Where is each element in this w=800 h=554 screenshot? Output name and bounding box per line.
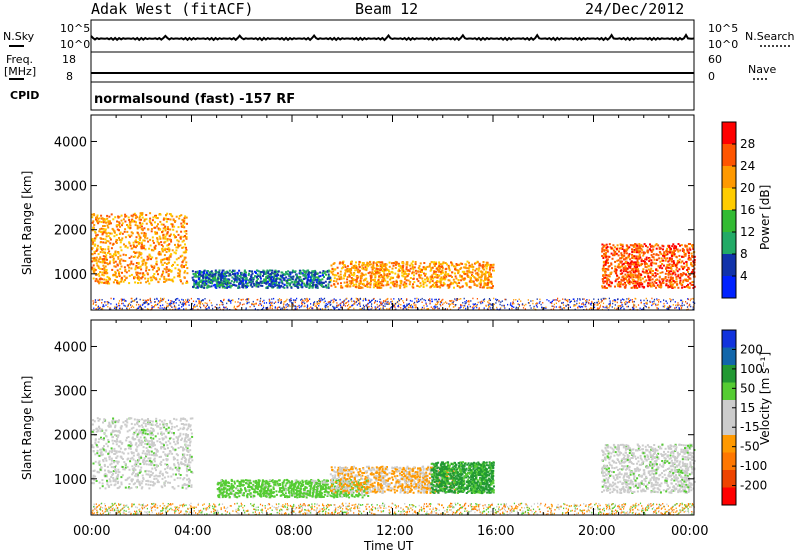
velocity-y-tick-label-0: 1000 <box>54 473 87 488</box>
power-colorbar-tick-label-0: 28 <box>740 137 755 151</box>
velocity-swatch-8 <box>722 470 736 488</box>
date-title: 24/Dec/2012 <box>585 0 685 18</box>
power-colorbar-tick-label-6: 4 <box>740 269 748 283</box>
velocity-swatch-4 <box>722 400 736 418</box>
power-ground-speckle <box>92 297 696 311</box>
velocity-swatch-7 <box>722 452 736 470</box>
x-axis-title: Time UT <box>364 539 414 553</box>
power-swatch-6 <box>722 254 736 276</box>
x-tick-label-3: 12:00 <box>376 524 414 539</box>
nsearch-label: N.Search <box>745 30 795 43</box>
velocity-region-3 <box>430 461 495 495</box>
power-y-tick-label-3: 4000 <box>54 135 87 150</box>
power-region-2 <box>329 260 495 289</box>
velocity-colorbar-frame <box>721 329 737 506</box>
freq-tick-bottom: 8 <box>66 70 73 83</box>
cpid-text: normalsound (fast) -157 RF <box>94 92 296 107</box>
velocity-region-2 <box>329 465 458 494</box>
power-y-tick-label-1: 2000 <box>54 224 87 239</box>
freq-tick-top: 18 <box>62 53 76 66</box>
cpid-label: CPID <box>10 89 40 102</box>
velocity-colorbar-tick-label-2: 50 <box>740 381 755 395</box>
power-swatch-3 <box>722 188 736 210</box>
nave-label: Nave <box>748 63 777 76</box>
nsearch-tick-bottom: 10^0 <box>708 38 739 51</box>
velocity-region-1 <box>216 478 370 499</box>
power-region-0 <box>91 212 189 285</box>
freq-label: Freq. <box>6 53 34 66</box>
power-swatch-2 <box>722 166 736 188</box>
power-colorbar-tick-label-1: 24 <box>740 159 755 173</box>
nsky-tick-top: 10^5 <box>60 22 91 35</box>
power-swatch-5 <box>722 232 736 254</box>
velocity-swatch-1 <box>722 347 736 365</box>
power-swatch-1 <box>722 144 736 166</box>
velocity-colorbar-tick-label-5: -50 <box>740 440 760 454</box>
station-title: Adak West (fitACF) <box>91 0 254 18</box>
nsky-tick-bottom: 10^0 <box>60 38 91 51</box>
nsky-label: N.Sky <box>3 30 35 43</box>
cpid-strip <box>90 81 695 111</box>
velocity-y-tick-label-2: 3000 <box>54 385 87 400</box>
beam-title: Beam 12 <box>355 0 419 18</box>
power-colorbar-tick-label-3: 16 <box>740 203 755 217</box>
velocity-swatch-0 <box>722 330 736 348</box>
velocity-swatch-6 <box>722 435 736 453</box>
velocity-swatch-9 <box>722 487 736 505</box>
velocity-colorbar-tick-label-7: -200 <box>740 479 767 493</box>
x-tick-label-4: 16:00 <box>477 524 515 539</box>
freq-strip <box>90 51 695 83</box>
velocity-y-tick-label-1: 2000 <box>54 429 87 444</box>
power-swatch-4 <box>722 210 736 232</box>
velocity-colorbar-tick-label-0: 200 <box>740 342 763 356</box>
power-swatch-7 <box>722 276 736 298</box>
power-y-tick-label-0: 1000 <box>54 268 87 283</box>
x-tick-label-6: 00:00 <box>671 524 709 539</box>
x-tick-label-0: 00:00 <box>73 524 111 539</box>
nave-tick-bottom: 0 <box>708 70 715 83</box>
velocity-y-tick-label-3: 4000 <box>54 340 87 355</box>
power-swatch-0 <box>722 122 736 144</box>
x-tick-label-1: 04:00 <box>174 524 212 539</box>
nsky-trace <box>90 33 695 42</box>
velocity-swatch-2 <box>722 365 736 383</box>
power-y-tick-label-2: 3000 <box>54 180 87 195</box>
velocity-colorbar-tick-label-3: 15 <box>740 401 755 415</box>
velocity-colorbar-tick-label-4: -15 <box>740 420 760 434</box>
power-colorbar-tick-label-4: 12 <box>740 225 755 239</box>
freq-unit-label: [MHz] <box>4 65 37 78</box>
velocity-region-0 <box>91 417 194 490</box>
nsky-strip <box>90 19 695 53</box>
velocity-colorbar-tick-label-6: -100 <box>740 459 767 473</box>
velocity-region-4 <box>601 443 696 494</box>
velocity-swatch-3 <box>722 382 736 400</box>
x-tick-label-5: 20:00 <box>578 524 616 539</box>
x-tick-label-2: 08:00 <box>275 524 313 539</box>
power-colorbar-tick-label-5: 8 <box>740 247 748 261</box>
velocity-ground-speckle <box>91 502 695 516</box>
power-region-1 <box>191 269 332 289</box>
velocity-colorbar-tick-label-1: 100 <box>740 362 763 376</box>
nsearch-tick-top: 10^5 <box>708 22 739 35</box>
nave-tick-top: 60 <box>708 53 722 66</box>
velocity-swatch-5 <box>722 417 736 435</box>
power-colorbar-tick-label-2: 20 <box>740 181 755 195</box>
